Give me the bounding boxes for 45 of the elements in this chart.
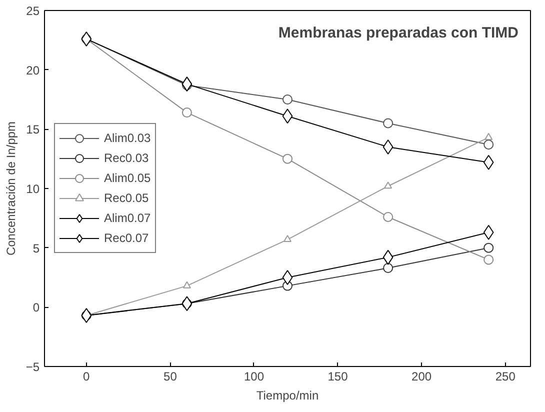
x-tick-label: 100 xyxy=(244,370,264,384)
point xyxy=(282,94,292,104)
y-tick-label: −5 xyxy=(26,360,40,374)
x-tick-label: 50 xyxy=(164,370,178,384)
point xyxy=(182,281,191,288)
text: Membranas preparadas con TIMD xyxy=(278,24,519,42)
point xyxy=(81,31,92,46)
point xyxy=(282,154,292,164)
point xyxy=(382,250,394,265)
point xyxy=(484,140,494,150)
x-tick-label: 0 xyxy=(83,370,90,384)
y-tick-label: 15 xyxy=(26,122,40,137)
y-axis-title: Concentración de In/ppm xyxy=(4,121,18,256)
y-tick-label: 0 xyxy=(32,300,40,315)
y-tick-label: 20 xyxy=(26,63,40,78)
point xyxy=(81,308,92,323)
point xyxy=(484,132,493,140)
legend-label: Alim0.03 xyxy=(104,131,151,145)
point xyxy=(182,108,192,118)
legend-label: Rec0.05 xyxy=(104,191,149,205)
y-tick-label: 10 xyxy=(26,182,40,196)
y-tick-label: 5 xyxy=(32,241,40,256)
point xyxy=(382,139,394,154)
y-tick-label: 25 xyxy=(26,4,40,18)
point xyxy=(383,263,394,273)
x-tick-label: 200 xyxy=(412,370,432,384)
point xyxy=(282,108,293,124)
point xyxy=(484,254,494,265)
point xyxy=(383,118,394,128)
point xyxy=(182,296,192,312)
point xyxy=(383,212,394,222)
point xyxy=(182,76,192,92)
legend-label: Rec0.07 xyxy=(104,231,149,245)
x-tick-label: 150 xyxy=(328,370,348,384)
point xyxy=(384,182,392,189)
point xyxy=(284,234,292,242)
point xyxy=(483,154,494,170)
x-tick-label: 250 xyxy=(495,370,516,384)
point xyxy=(483,224,494,240)
legend-label: Alim0.05 xyxy=(104,171,151,185)
legend-label: Rec0.03 xyxy=(104,151,149,165)
x-axis-title: Tiempo/min xyxy=(256,388,319,402)
point xyxy=(484,242,494,253)
legend-label: Alim0.07 xyxy=(104,211,151,225)
point xyxy=(282,270,293,285)
